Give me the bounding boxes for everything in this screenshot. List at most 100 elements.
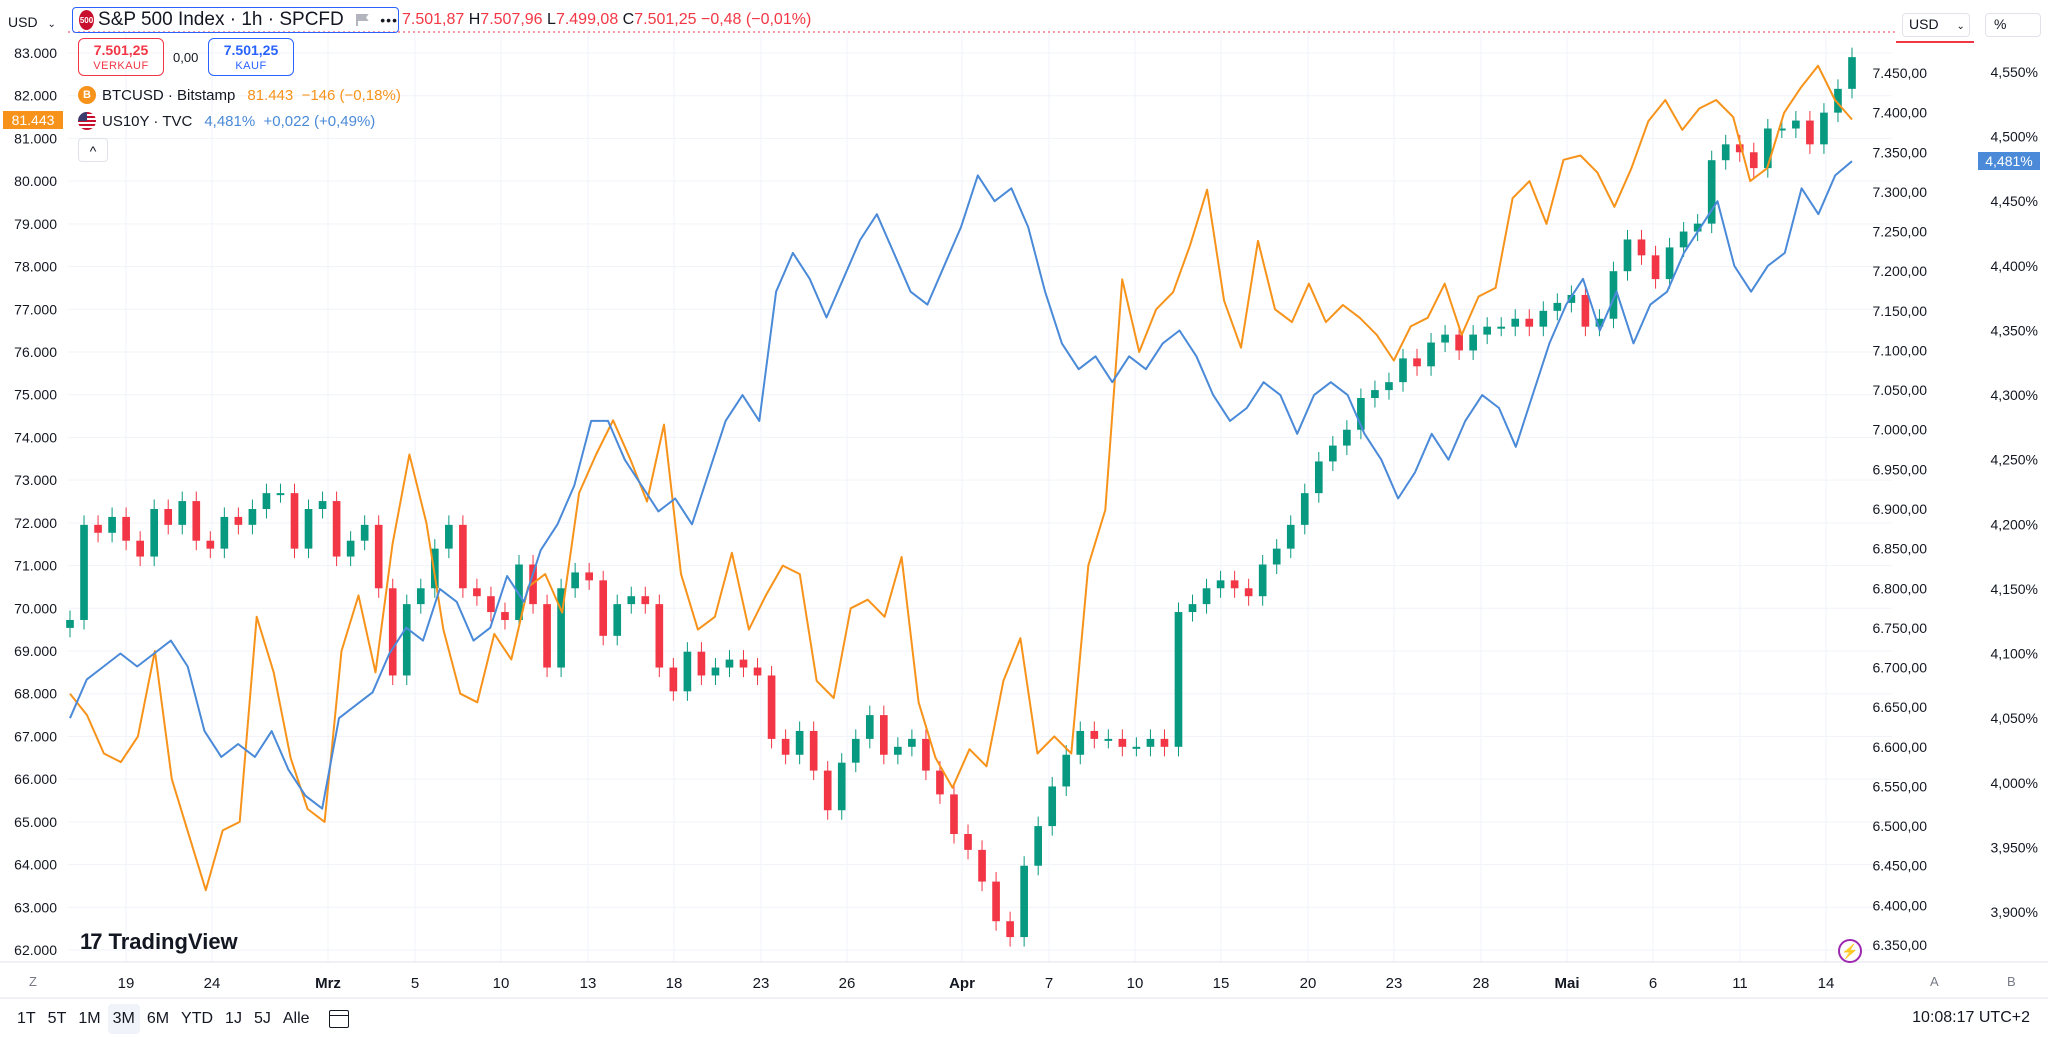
- spx-candle: [108, 516, 116, 533]
- spx-candle: [894, 746, 902, 755]
- x-axis-tick: 10: [493, 975, 510, 992]
- x-axis-tick: Apr: [949, 975, 975, 992]
- legend-btc[interactable]: B BTCUSD · Bitstamp 81.443 −146 (−0,18%): [78, 86, 401, 104]
- us10y-price-tag: 4,481%: [1978, 152, 2040, 170]
- spx-candle: [1539, 310, 1548, 327]
- x-axis-tick: 5: [411, 975, 419, 992]
- spx-candle: [1427, 342, 1435, 367]
- spx-candle: [501, 612, 509, 620]
- calendar-icon[interactable]: [328, 1009, 349, 1028]
- price-axis-tick: 6.550,00: [1873, 778, 1928, 794]
- left-axis-tick: 73.000: [14, 472, 57, 488]
- left-axis-tick: 64.000: [14, 857, 57, 873]
- b-label[interactable]: B: [2007, 974, 2016, 989]
- auto-scale-label[interactable]: A: [1930, 974, 1939, 989]
- spx-candle: [1300, 493, 1309, 525]
- buy-button[interactable]: 7.501,25 KAUF: [208, 38, 294, 76]
- price-axis-tick: 6.900,00: [1873, 501, 1928, 517]
- sell-price: 7.501,25: [93, 42, 149, 58]
- spx-candle: [374, 524, 383, 589]
- spx-candle: [1020, 865, 1028, 938]
- range-button-alle[interactable]: Alle: [282, 1009, 310, 1027]
- spx-candle: [1230, 580, 1239, 589]
- spx-candle: [641, 596, 650, 605]
- spx-candle: [1385, 382, 1393, 391]
- symbol-name[interactable]: S&P 500 Index · 1h · SPCFD: [98, 9, 344, 30]
- spx-candle: [388, 588, 397, 676]
- spx-candle: [1244, 588, 1253, 597]
- spx-candle: [332, 501, 341, 557]
- percent-axis-tick: 4,250%: [1991, 452, 2038, 468]
- x-axis-tick: 20: [1300, 975, 1317, 992]
- flag-icon[interactable]: [355, 14, 367, 26]
- spx-candle: [1469, 334, 1477, 351]
- spx-candle: [978, 849, 986, 882]
- range-button-6m[interactable]: 6M: [146, 1009, 170, 1027]
- currency-right-label: USD: [1909, 16, 1939, 32]
- price-axis-tick: 7.450,00: [1873, 65, 1928, 81]
- spx-candle: [1357, 398, 1365, 430]
- x-axis-tick: 24: [204, 975, 221, 992]
- percent-axis-tick: 4,400%: [1991, 258, 2038, 274]
- spx-candle: [613, 604, 622, 636]
- legend-us10y[interactable]: US10Y · TVC 4,481% +0,022 (+0,49%): [78, 112, 375, 130]
- symbol-header[interactable]: 500 S&P 500 Index · 1h · SPCFD •••: [72, 7, 399, 33]
- x-axis-tick: Mrz: [315, 975, 341, 992]
- price-axis-tick: 6.350,00: [1873, 937, 1928, 953]
- lightning-icon[interactable]: ⚡: [1838, 939, 1862, 963]
- us-flag-icon: [78, 112, 96, 130]
- range-button-5j[interactable]: 5J: [253, 1009, 271, 1027]
- zoom-label[interactable]: Z: [29, 974, 37, 989]
- spx-candle: [1329, 445, 1337, 462]
- ohlc-open: 7.501,87: [402, 11, 465, 28]
- collapse-legend-button[interactable]: ^: [78, 138, 108, 162]
- range-button-1m[interactable]: 1M: [78, 1009, 101, 1027]
- spx-candle: [1048, 786, 1057, 827]
- price-axis-tick: 7.050,00: [1873, 382, 1928, 398]
- ohlc-close: 7.501,25: [634, 11, 697, 28]
- percent-axis-tick: 4,100%: [1991, 646, 2038, 662]
- sell-button[interactable]: 7.501,25 VERKAUF: [78, 38, 164, 76]
- spx-candle: [1665, 247, 1674, 280]
- left-axis-tick: 65.000: [14, 814, 57, 830]
- spx-candle: [1455, 334, 1463, 351]
- left-axis-tick: 74.000: [14, 429, 57, 445]
- ohlc-readout: 7.501,87 H7.507,96 L7.499,08 C7.501,25 −…: [402, 11, 811, 29]
- left-axis-tick: 79.000: [14, 216, 57, 232]
- tradingview-logo[interactable]: 17 TradingView: [80, 929, 238, 955]
- range-button-1t[interactable]: 1T: [17, 1009, 36, 1027]
- chevron-down-icon: ⌄: [47, 19, 56, 30]
- price-axis-tick: 6.700,00: [1873, 660, 1928, 676]
- spx-candle: [1820, 112, 1828, 145]
- spx-candle: [851, 738, 860, 763]
- more-icon[interactable]: •••: [380, 12, 398, 28]
- percent-axis-tick: 4,000%: [1991, 775, 2038, 791]
- spx-candle: [1202, 588, 1211, 605]
- x-axis-tick: 28: [1473, 975, 1490, 992]
- spx-candle: [1272, 548, 1281, 565]
- currency-select-left[interactable]: USD ⌄: [8, 14, 56, 30]
- percent-toggle[interactable]: %: [1985, 13, 2041, 37]
- x-axis-tick: 19: [118, 975, 135, 992]
- spx-candle: [1399, 358, 1407, 383]
- x-axis-tick: Mai: [1554, 975, 1579, 992]
- range-button-ytd[interactable]: YTD: [181, 1009, 214, 1027]
- spx-candle: [1497, 326, 1506, 329]
- spx-candle: [1623, 239, 1632, 272]
- range-button-1j[interactable]: 1J: [225, 1009, 242, 1027]
- clock: 10:08:17 UTC+2: [1912, 1009, 2030, 1026]
- currency-select-right[interactable]: USD ⌄: [1902, 13, 1970, 37]
- x-axis-tick: 13: [580, 975, 597, 992]
- x-axis-tick: 14: [1818, 975, 1835, 992]
- spx-candle: [1595, 318, 1604, 327]
- range-button-3m[interactable]: 3M: [107, 1003, 140, 1034]
- spx-candle: [1834, 88, 1842, 113]
- ohlc-low: 7.499,08: [555, 11, 619, 28]
- spx-candle: [1707, 160, 1716, 224]
- spx-candle: [557, 588, 565, 668]
- spx-candle: [276, 493, 285, 496]
- percent-axis-tick: 3,950%: [1991, 839, 2038, 855]
- price-axis-tick: 6.600,00: [1873, 739, 1928, 755]
- range-button-5t[interactable]: 5T: [47, 1009, 67, 1027]
